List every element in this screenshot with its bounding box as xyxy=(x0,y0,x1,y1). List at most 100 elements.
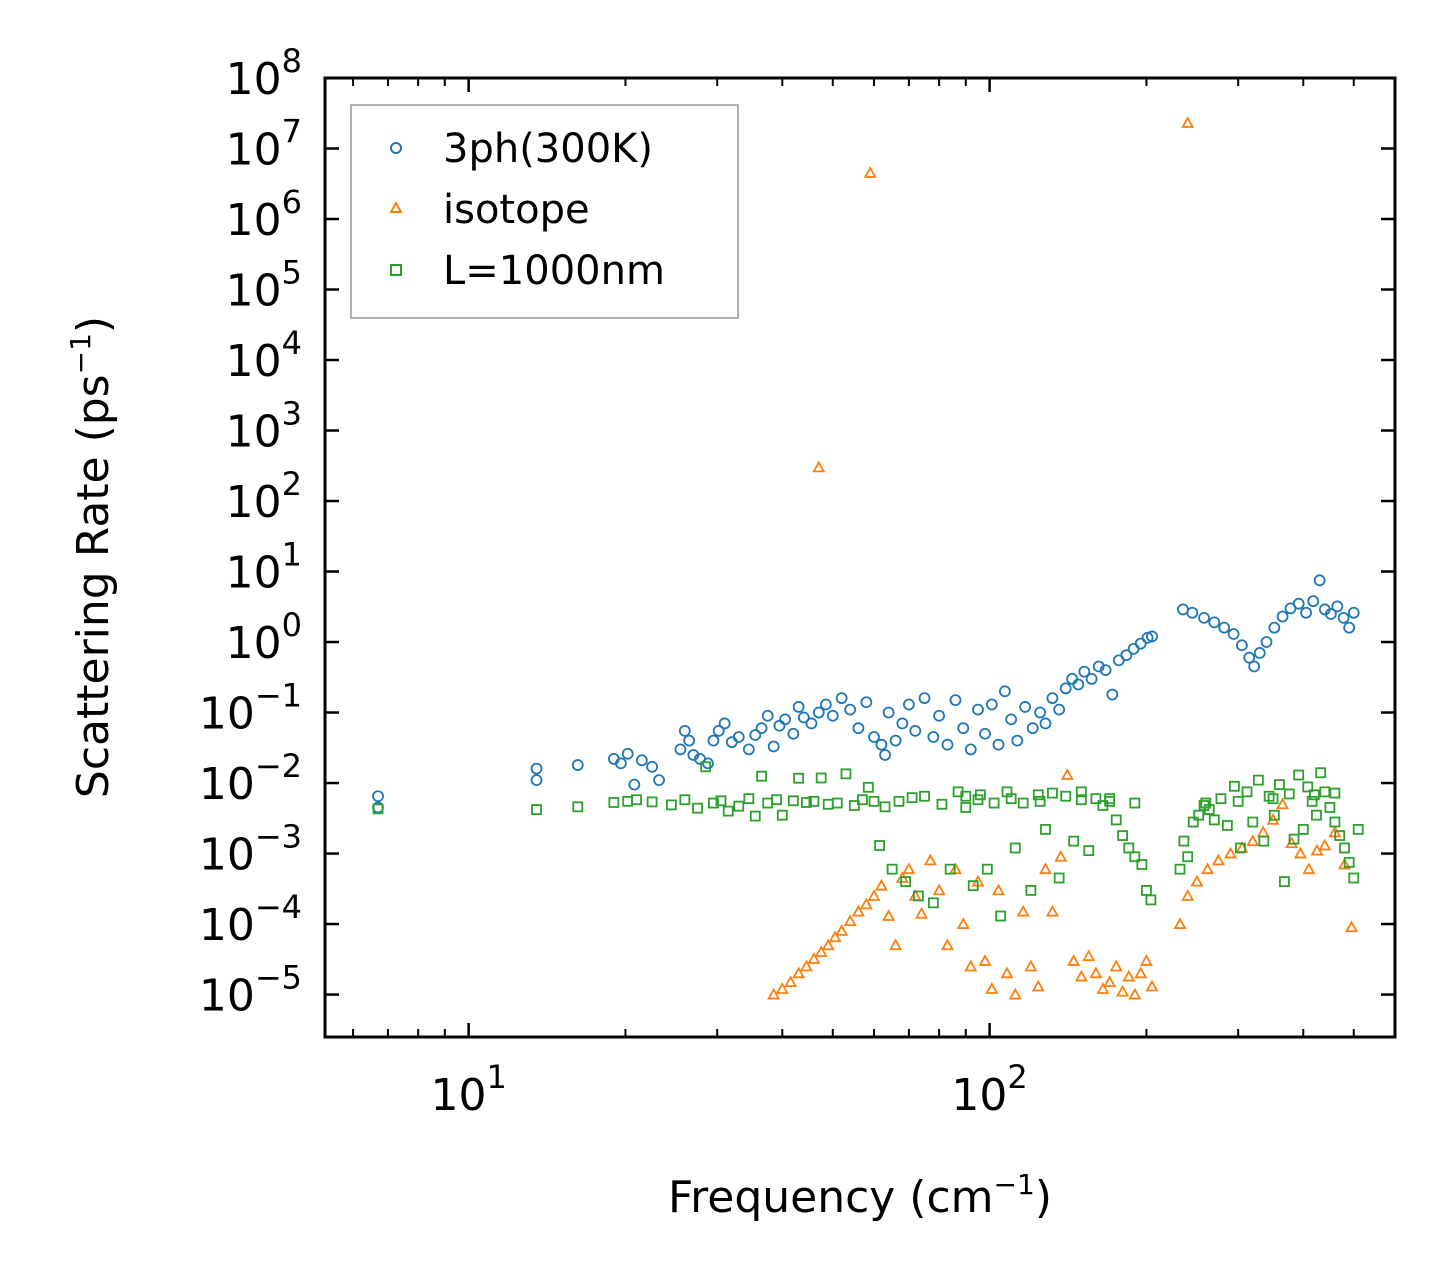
data-point xyxy=(828,930,842,943)
data-point xyxy=(886,863,898,875)
data-point xyxy=(1005,793,1017,805)
data-point xyxy=(725,736,738,749)
data-point xyxy=(852,722,865,735)
data-point xyxy=(679,794,691,806)
y-tick-label: 10−4 xyxy=(199,888,302,951)
data-point xyxy=(1198,611,1210,624)
data-point xyxy=(1128,987,1142,1000)
data-point xyxy=(742,743,755,756)
data-point xyxy=(988,797,1000,809)
data-point xyxy=(1045,904,1059,917)
data-point xyxy=(933,709,946,722)
data-point xyxy=(1005,713,1018,726)
data-point xyxy=(960,802,972,813)
data-point xyxy=(1060,768,1074,780)
data-point xyxy=(692,802,703,814)
data-point xyxy=(1260,636,1273,648)
y-axis-label-sup: −1 xyxy=(64,333,97,374)
data-point xyxy=(964,959,978,972)
data-point xyxy=(1134,637,1147,650)
data-point xyxy=(700,761,712,773)
data-point xyxy=(1334,830,1346,841)
data-point xyxy=(913,890,924,902)
data-point xyxy=(572,801,584,813)
data-point xyxy=(1109,959,1123,972)
data-point xyxy=(702,757,714,770)
data-point xyxy=(875,738,888,751)
data-point xyxy=(1203,804,1215,816)
data-point xyxy=(1241,786,1253,798)
data-point xyxy=(1302,862,1316,875)
data-point xyxy=(1329,816,1341,828)
data-point xyxy=(1293,769,1305,781)
legend-entry-boundary: L=1000nm xyxy=(390,248,665,294)
series-2 xyxy=(372,761,1364,922)
data-point xyxy=(1074,969,1088,982)
data-point xyxy=(799,959,813,972)
data-point xyxy=(1256,825,1270,838)
data-point xyxy=(972,703,984,716)
data-point xyxy=(1120,649,1133,662)
data-point xyxy=(718,717,731,730)
y-tick-label: 107 xyxy=(226,113,302,176)
data-point xyxy=(1243,651,1256,664)
data-point xyxy=(835,692,848,705)
data-point xyxy=(995,910,1007,922)
data-point xyxy=(923,853,938,866)
data-point xyxy=(1096,982,1110,994)
data-point xyxy=(1276,797,1290,810)
data-point xyxy=(814,945,828,958)
data-point xyxy=(1221,820,1233,831)
data-point xyxy=(1034,706,1046,719)
data-point xyxy=(1267,793,1279,805)
data-point xyxy=(927,731,940,743)
data-point xyxy=(1092,660,1105,673)
data-point xyxy=(749,729,762,741)
data-point xyxy=(1236,639,1248,652)
data-point xyxy=(1024,959,1038,972)
data-point xyxy=(707,734,720,747)
data-point xyxy=(1019,701,1032,713)
data-point xyxy=(979,727,991,740)
data-point xyxy=(1053,872,1065,884)
data-point xyxy=(1253,647,1266,659)
data-point xyxy=(941,738,954,751)
data-point xyxy=(844,703,857,716)
data-point xyxy=(1059,682,1072,695)
data-point xyxy=(821,938,835,951)
data-point xyxy=(1066,672,1079,685)
data-point xyxy=(927,897,939,909)
data-point xyxy=(957,722,970,735)
data-point xyxy=(900,876,912,888)
x-axis-label-end: ) xyxy=(1035,1172,1052,1223)
data-point xyxy=(1278,876,1290,888)
data-point xyxy=(767,987,781,1000)
legend-marker-circle xyxy=(390,142,402,154)
data-point xyxy=(1228,780,1240,792)
data-point xyxy=(1085,672,1098,685)
data-point xyxy=(1173,917,1187,929)
data-point xyxy=(1053,703,1066,716)
y-tick-label: 104 xyxy=(226,324,302,387)
data-point xyxy=(843,914,857,927)
data-point xyxy=(1146,630,1158,643)
data-point xyxy=(773,719,786,732)
data-point xyxy=(1337,857,1352,870)
data-point xyxy=(819,698,832,711)
data-point xyxy=(1308,789,1320,801)
data-point xyxy=(674,743,687,756)
data-point xyxy=(1016,904,1030,917)
data-point xyxy=(722,805,734,817)
data-point xyxy=(635,754,648,767)
data-point xyxy=(1324,802,1336,813)
data-point xyxy=(1285,836,1299,849)
legend-label-isotope: isotope xyxy=(443,187,590,233)
data-point xyxy=(1025,885,1037,896)
data-point xyxy=(1343,856,1355,868)
data-point xyxy=(863,166,877,178)
y-axis-label-end: ) xyxy=(68,316,119,333)
data-point xyxy=(1208,814,1220,826)
data-point xyxy=(805,717,818,730)
data-point xyxy=(949,694,962,707)
data-point xyxy=(999,685,1011,698)
